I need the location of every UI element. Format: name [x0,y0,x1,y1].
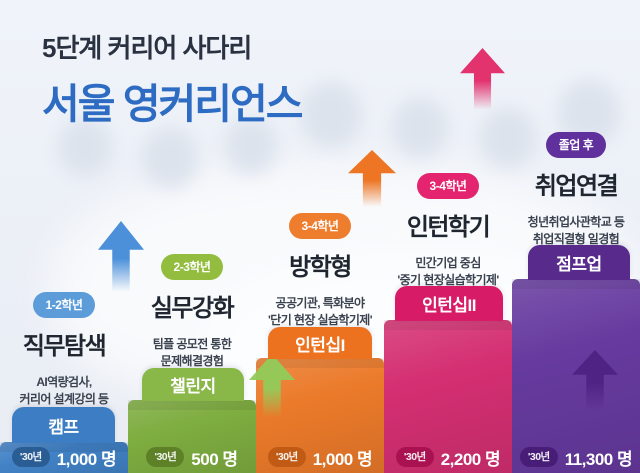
step-2-info: 2-3학년 실무강화 팀플 공모전 통한 문제해결경험 [124,254,260,371]
step-5-year-pill: '30년 [519,447,558,467]
step-5-program-tab: 점프업 [528,245,630,280]
page-title: 서울 영커리언스 [42,81,303,127]
step-3-program-tab: 인턴십I [268,327,372,359]
step-3-year-pill: '30년 [267,447,306,467]
step-3-info: 3-4학년 방학형 공공기관, 특화분야 '단기 현장 실습학기제' [252,213,388,330]
step-4-year-pill: '30년 [395,447,434,467]
step-2-year-pill: '30년 [146,447,185,467]
step-1-description: AI역량검사, 커리어 설계강의 등 [19,375,110,407]
step-4-grade-badge: 3-4학년 [416,173,480,199]
background-photo-blob [392,98,448,158]
step-3-count: 1,000 명 [312,449,373,469]
step-2-count: 500 명 [191,449,238,469]
step-5-count: 11,300 명 [564,449,633,469]
step-2-grade-badge: 2-3학년 [160,254,224,280]
step-1-target: '30년 1,000 명 [0,446,128,469]
step-4-info: 3-4학년 인턴학기 민간기업 중심 '중기 현장실습학기제' [380,173,516,290]
step-1-grade-badge: 1-2학년 [32,292,96,318]
step-3-program-label: 인턴십I [295,335,345,355]
step-4-program-label: 인턴십II [422,296,476,315]
step-3-target: '30년 1,000 명 [256,446,384,469]
step-2-description: 팀플 공모전 통한 문제해결경험 [152,337,232,369]
background-photo-blob [480,108,536,168]
background-photo-blob [225,118,277,174]
step-2-title: 실무강화 [150,295,235,322]
step-4-count: 2,200 명 [440,449,501,469]
page-subtitle: 5단계 커리어 사다리 [42,33,252,63]
step-4-bar [384,320,512,473]
step-5-grade-badge: 졸업 후 [545,132,607,158]
step-2-target: '30년 500 명 [128,446,256,469]
step-1-info: 1-2학년 직무탐색 AI역량검사, 커리어 설계강의 등 [0,292,132,409]
step-2-program-label: 챌린지 [170,377,216,396]
step-1-count: 1,000 명 [56,449,117,469]
step-5-info: 졸업 후 취업연결 청년취업사관학교 등 취업직결형 일경험 [508,132,640,249]
step-3-grade-badge: 3-4학년 [288,213,352,239]
step-4-target: '30년 2,200 명 [384,446,512,469]
step-2-program-tab: 챌린지 [142,368,244,401]
step-1-program-tab: 캠프 [12,407,115,443]
background-photo-blob [142,128,198,188]
step-5-program-label: 점프업 [556,255,602,274]
step-1-program-label: 캠프 [48,417,79,437]
step-1-year-pill: '30년 [11,447,50,467]
background-photo-blob [300,82,362,148]
step-5-title: 취업연결 [534,173,619,200]
step-4-description: 민간기업 중심 '중기 현장실습학기제' [397,256,499,288]
step-4-title: 인턴학기 [406,214,491,241]
step-4-program-tab: 인턴십II [395,286,503,321]
step-5-target: '30년 11,300 명 [512,446,640,469]
step-3-title: 방학형 [289,254,352,281]
step-5-description: 청년취업사관학교 등 취업직결형 일경험 [527,215,625,247]
step-3-description: 공공기관, 특화분야 '단기 현장 실습학기제' [268,296,373,328]
background-photo-blob [58,118,112,176]
step-1-title: 직무탐색 [22,333,107,360]
step-5-bar [512,279,640,473]
header: 5단계 커리어 사다리 서울 영커리언스 [42,28,303,130]
